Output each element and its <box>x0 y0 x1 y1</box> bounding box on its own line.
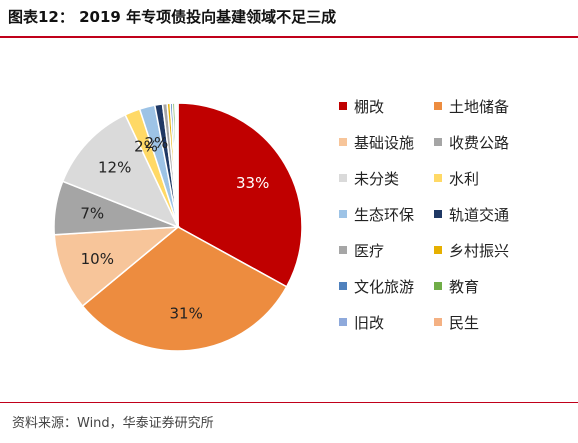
legend-swatch-3 <box>339 138 347 146</box>
legend-swatch-9 <box>339 246 347 254</box>
legend-label-9: 医疗 <box>354 242 384 260</box>
legend-label-2: 土地储备 <box>449 98 509 116</box>
source-rule <box>0 402 578 403</box>
pie-slice-14 <box>175 102 179 228</box>
title-rule <box>0 36 578 38</box>
slice-label-7: 2% <box>145 134 169 152</box>
slice-label-4: 7% <box>80 204 104 222</box>
legend-swatch-11 <box>339 282 347 290</box>
slice-label-3: 10% <box>81 250 114 268</box>
legend-label-1: 棚改 <box>354 98 384 116</box>
pie-slices <box>53 102 303 352</box>
legend-label-13: 旧改 <box>354 314 384 332</box>
legend-swatch-10 <box>434 246 442 254</box>
legend-swatch-4 <box>434 138 442 146</box>
legend-swatch-14 <box>434 318 442 326</box>
slice-label-6: 2% <box>134 137 158 155</box>
source-note: 资料来源：Wind，华泰证券研究所 <box>12 416 214 431</box>
pie-labels: 33%31%10%7%12%2%2% <box>80 134 269 323</box>
legend-swatch-2 <box>434 102 442 110</box>
legend-swatch-1 <box>339 102 347 110</box>
slice-label-2: 31% <box>170 304 203 322</box>
legend-label-14: 民生 <box>449 314 479 332</box>
pie-slice-2 <box>81 226 288 352</box>
pie-slice-3 <box>53 226 181 308</box>
legend-label-7: 生态环保 <box>354 206 414 224</box>
legend-label-11: 文化旅游 <box>354 278 414 296</box>
legend-label-12: 教育 <box>449 278 479 296</box>
legend-label-8: 轨道交通 <box>449 206 509 224</box>
legend-swatch-12 <box>434 282 442 290</box>
legend-label-5: 未分类 <box>354 170 399 188</box>
pie-slice-1 <box>177 102 303 288</box>
legend-swatch-8 <box>434 210 442 218</box>
legend-swatch-6 <box>434 174 442 182</box>
slice-label-5: 12% <box>98 159 131 177</box>
legend-swatch-7 <box>339 210 347 218</box>
legend-label-3: 基础设施 <box>354 134 414 152</box>
pie-slice-5 <box>61 113 180 229</box>
legend-swatch-13 <box>339 318 347 326</box>
legend-swatch-5 <box>339 174 347 182</box>
legend-label-4: 收费公路 <box>449 134 509 152</box>
legend-label-10: 乡村振兴 <box>449 242 509 260</box>
slice-label-1: 33% <box>236 174 269 192</box>
figure-title: 图表12： 2019 年专项债投向基建领域不足三成 <box>8 8 337 26</box>
legend-label-6: 水利 <box>449 170 479 188</box>
